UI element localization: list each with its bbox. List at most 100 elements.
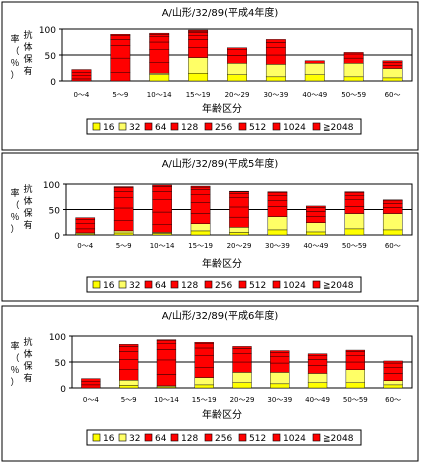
legend-label: 256 [215, 434, 232, 444]
bar-segment [265, 47, 286, 56]
legend-label: ≧2048 [323, 123, 354, 133]
bar-segment [232, 361, 252, 373]
x-tick-label: 40～49 [303, 242, 328, 250]
bar-segment [383, 373, 403, 381]
x-tick-label: 5～9 [121, 396, 137, 404]
bar-segment [152, 191, 172, 200]
bar-segment [190, 213, 211, 224]
x-tick-label: 50～59 [342, 242, 367, 250]
y-tick-label: 50 [49, 207, 61, 217]
legend-label: 64 [155, 123, 167, 133]
bar-segment [110, 34, 131, 36]
bar-segment [81, 384, 101, 389]
x-tick-label: 0～4 [73, 91, 89, 99]
bar-segment [156, 349, 177, 361]
x-tick-label: 40～49 [302, 91, 327, 99]
bar-segment [383, 362, 403, 368]
legend-swatch [92, 433, 101, 442]
y-axis-label-char: 体 [23, 348, 32, 360]
bar-segment [194, 347, 214, 356]
legend-swatch [170, 122, 179, 131]
bar-segment [229, 216, 249, 228]
legend: 16 32 64 128 256 512 1024 ≧2048 [86, 429, 362, 446]
bar-segment [188, 39, 209, 48]
bar-segment [265, 42, 286, 48]
legend: 16 32 64 128 256 512 1024 ≧2048 [86, 118, 362, 135]
legend-swatch [204, 433, 213, 442]
bar-segment [344, 228, 365, 236]
bar-segment [149, 62, 170, 74]
bar-segment [304, 63, 325, 75]
legend-label: 128 [181, 434, 198, 444]
bar-segment [265, 64, 286, 78]
bar-segment [152, 199, 172, 213]
y-axis-label-char: 保 [23, 207, 32, 219]
bar-segment [194, 342, 214, 344]
legend-label: ≧2048 [323, 434, 354, 444]
bar-segment [307, 373, 328, 384]
x-tick-label: 15～19 [188, 242, 213, 250]
bar-segment [344, 191, 365, 193]
bar-segment [81, 381, 101, 386]
legend-swatch [170, 433, 179, 442]
bar-segment [382, 77, 403, 82]
y-axis-label-char: ） [10, 377, 19, 388]
bar-segment [75, 219, 96, 224]
bar-segment [382, 68, 403, 79]
y-tick-label: 0 [54, 232, 60, 242]
bar-segment [304, 60, 325, 64]
bar-segment [156, 359, 177, 375]
bar-segment [270, 383, 290, 389]
bar-segment [306, 216, 326, 223]
bar-segment [110, 39, 131, 46]
legend-swatch [272, 280, 281, 289]
x-axis-label: 年齢区分 [202, 102, 242, 115]
legend-label: 32 [129, 123, 140, 133]
bar-segment [232, 382, 252, 389]
bar-segment [113, 187, 134, 192]
bar-segment [382, 62, 403, 66]
y-axis-label-char: ） [10, 224, 19, 235]
bar-segment [307, 359, 328, 366]
bar-segment [71, 75, 92, 80]
bar-segment [265, 39, 286, 43]
bar-segment [119, 351, 139, 360]
bar-segment [119, 369, 139, 381]
y-axis-label-char: 体 [23, 41, 32, 53]
bar-segment [232, 346, 252, 349]
bar-segment [306, 211, 326, 217]
legend-swatch [118, 433, 127, 442]
legend-swatch [144, 122, 153, 131]
bar-segment [75, 217, 96, 220]
y-axis-label-char: 保 [23, 53, 32, 65]
x-tick-label: 10～14 [147, 91, 172, 99]
bar-segment [270, 372, 290, 385]
bar-segment [110, 35, 131, 40]
legend-swatch [272, 433, 281, 442]
bar-segment [190, 186, 211, 190]
bar-segment [345, 361, 365, 371]
bar-segment [113, 207, 134, 221]
bar-segment [229, 206, 249, 218]
x-tick-label: 0～4 [83, 396, 99, 404]
bar-segment [344, 213, 365, 230]
legend-swatch [170, 280, 179, 289]
legend-swatch [144, 433, 153, 442]
chart-title: A/山形/32/89(平成4年度) [162, 6, 279, 19]
bar-segment [267, 192, 288, 196]
y-axis-label-char: 有 [23, 65, 32, 77]
y-tick-label: 100 [39, 26, 56, 36]
bar-segment [267, 195, 288, 201]
bar-segment [270, 352, 290, 358]
y-axis-label-char: ） [10, 70, 19, 81]
y-tick-label: 0 [60, 385, 66, 395]
bar-segment [149, 36, 170, 43]
bar-segment [227, 49, 247, 56]
bar-segment [307, 355, 328, 360]
bar-segment [382, 213, 403, 231]
y-axis-label-char: 保 [23, 360, 32, 372]
y-axis-label-char: （ [10, 353, 19, 364]
legend-frame [86, 429, 362, 446]
legend-label: 512 [249, 123, 266, 133]
